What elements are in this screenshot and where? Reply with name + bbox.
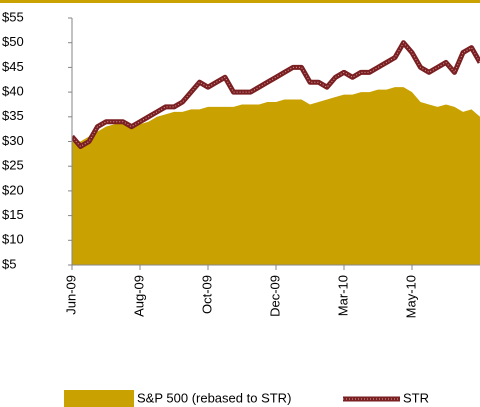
y-tick-label: $45 xyxy=(2,59,24,74)
x-tick-label: Aug-09 xyxy=(131,275,146,317)
x-tick-label: Oct-09 xyxy=(199,275,214,314)
line xyxy=(72,40,480,149)
y-tick-label: $40 xyxy=(2,84,24,99)
y-tick-label: $5 xyxy=(2,256,16,271)
y-tick-label: $35 xyxy=(2,108,24,123)
y-tick-label: $25 xyxy=(2,158,24,173)
x-tick-label: Mar-10 xyxy=(335,275,350,316)
y-tick-label: $50 xyxy=(2,34,24,49)
x-tick-label: May-10 xyxy=(403,275,418,318)
y-tick-label: $55 xyxy=(2,9,24,24)
legend-label: STR xyxy=(403,390,429,405)
legend-swatch xyxy=(64,390,134,407)
area xyxy=(72,87,480,265)
y-tick-label: $30 xyxy=(2,133,24,148)
y-tick-label: $15 xyxy=(2,207,24,222)
x-tick-label: Dec-09 xyxy=(267,275,282,317)
y-tick-label: $20 xyxy=(2,182,24,197)
y-tick-label: $10 xyxy=(2,232,24,247)
legend-label: S&P 500 (rebased to STR) xyxy=(137,390,291,405)
top-border xyxy=(0,0,480,3)
x-tick-label: Jun-09 xyxy=(63,275,78,315)
